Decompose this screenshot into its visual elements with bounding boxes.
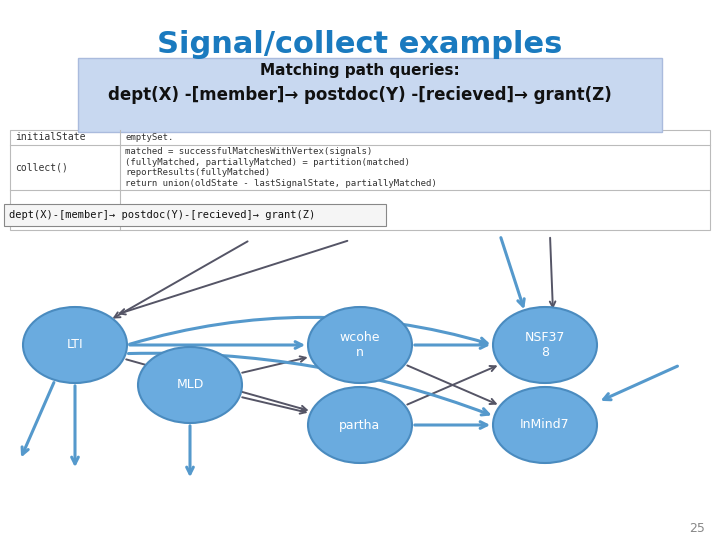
Text: Signal/collect examples: Signal/collect examples	[157, 30, 563, 59]
Text: 25: 25	[689, 522, 705, 535]
Text: emptySet.: emptySet.	[125, 133, 174, 142]
FancyBboxPatch shape	[78, 58, 662, 132]
Text: wcohe
n: wcohe n	[340, 331, 380, 359]
Ellipse shape	[308, 387, 412, 463]
Text: InMind7: InMind7	[520, 418, 570, 431]
Text: dept(X) -[member]→ postdoc(Y) -[recieved]→ grant(Z): dept(X) -[member]→ postdoc(Y) -[recieved…	[108, 86, 612, 104]
Text: NSF37
8: NSF37 8	[525, 331, 565, 359]
Ellipse shape	[493, 307, 597, 383]
Ellipse shape	[493, 387, 597, 463]
Text: Matching path queries:: Matching path queries:	[260, 63, 460, 78]
Text: dept(X)-[member]→ postdoc(Y)-[recieved]→ grant(Z): dept(X)-[member]→ postdoc(Y)-[recieved]→…	[9, 210, 315, 220]
Text: return successfulMatchesWithEdge(source.state): return successfulMatchesWithEdge(source.…	[125, 206, 372, 214]
Text: initialState: initialState	[15, 132, 86, 143]
Ellipse shape	[138, 347, 242, 423]
Text: signal(): signal()	[15, 205, 62, 215]
Text: MLD: MLD	[176, 379, 204, 392]
FancyBboxPatch shape	[4, 204, 386, 226]
Text: partha: partha	[339, 418, 381, 431]
FancyBboxPatch shape	[10, 130, 710, 230]
Text: LTI: LTI	[67, 339, 84, 352]
Text: collect(): collect()	[15, 163, 68, 172]
Text: matched = successfulMatchesWithVertex(signals)
(fullyMatched, partiallyMatched) : matched = successfulMatchesWithVertex(si…	[125, 147, 437, 187]
Ellipse shape	[308, 307, 412, 383]
Ellipse shape	[23, 307, 127, 383]
